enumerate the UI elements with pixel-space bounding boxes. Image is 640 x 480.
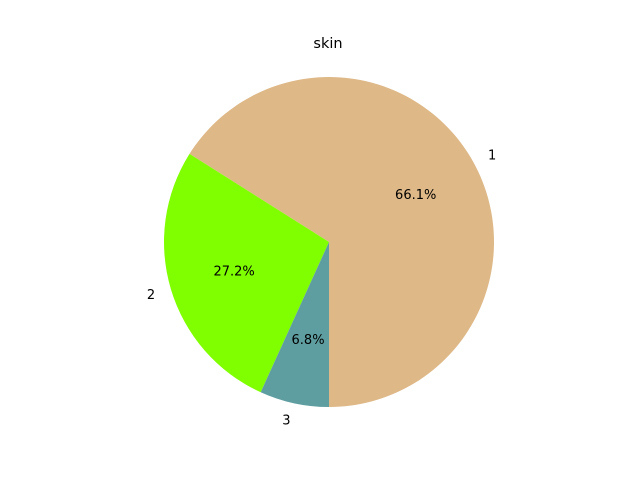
pie-slice-1 xyxy=(189,77,494,407)
percent-label-1: 66.1% xyxy=(395,188,436,203)
pie-slice-2 xyxy=(164,153,329,393)
pie-slices xyxy=(164,77,494,407)
category-label-3: 3 xyxy=(282,413,290,428)
chart-title: skin xyxy=(313,36,342,52)
pie-labels: 1 66.1% 2 27.2% 3 6.8% xyxy=(147,148,496,428)
percent-label-3: 6.8% xyxy=(292,333,325,348)
pie-slice-3 xyxy=(260,242,329,407)
category-label-1: 1 xyxy=(488,148,496,163)
percent-label-2: 27.2% xyxy=(213,264,254,279)
category-label-2: 2 xyxy=(147,288,155,303)
